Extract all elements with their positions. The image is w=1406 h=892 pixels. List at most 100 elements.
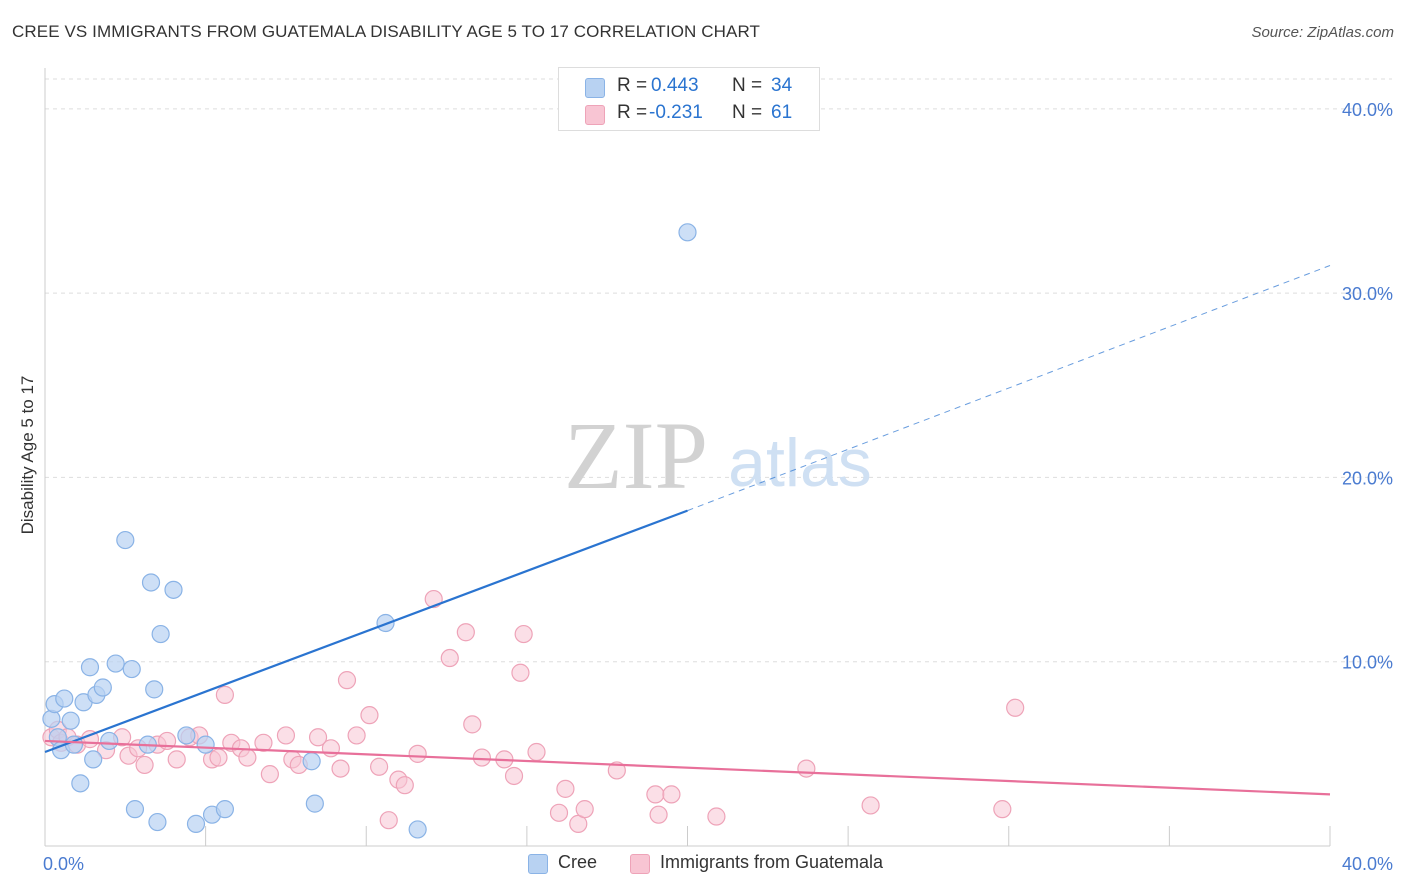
guatemala-point: [209, 748, 228, 767]
cree-point: [408, 820, 427, 839]
guatemala-point: [514, 624, 533, 644]
guatemala-point: [646, 785, 665, 804]
legend-r-value: 0.443: [651, 75, 699, 96]
guatemala-point: [337, 671, 357, 690]
cree-point: [61, 711, 80, 730]
guatemala-point: [993, 800, 1012, 819]
watermark: ZIP atlas: [564, 402, 872, 509]
guatemala-point: [527, 742, 546, 762]
guatemala-point: [276, 726, 296, 745]
guatemala-swatch: [630, 854, 650, 874]
stats-legend: R = 0.443 N = 34 R = -0.231 N = 61: [558, 67, 820, 131]
cree-point: [122, 659, 141, 679]
guatemala-point: [463, 715, 482, 734]
cree-point: [186, 814, 206, 833]
guatemala-point: [135, 755, 154, 775]
source-label: Source: ZipAtlas.com: [1251, 24, 1394, 41]
cree-point: [71, 774, 90, 793]
guatemala-point: [215, 685, 234, 704]
legend-n-value: 34: [771, 75, 793, 96]
legend-r-value: -0.231: [649, 102, 703, 123]
guatemala-point: [254, 733, 273, 752]
guatemala-point: [347, 726, 366, 745]
chart-title: CREE VS IMMIGRANTS FROM GUATEMALA DISABI…: [12, 22, 761, 41]
legend-n-label: N =: [732, 75, 763, 96]
guatemala-point: [607, 761, 626, 780]
guatemala-point: [308, 728, 328, 747]
cree-point: [42, 709, 61, 728]
legend-r-label: R =: [617, 75, 648, 96]
cree-point: [148, 812, 167, 832]
x-tick-label: 0.0%: [43, 854, 84, 874]
guatemala-point: [395, 776, 414, 795]
guatemala-point: [649, 805, 668, 824]
cree-point: [80, 658, 100, 677]
cree-swatch: [528, 854, 548, 874]
legend-n-value: 61: [771, 102, 793, 123]
guatemala-point: [511, 663, 530, 682]
guatemala-point: [360, 706, 379, 725]
watermark-atlas: atlas: [728, 425, 872, 501]
cree-point: [302, 752, 321, 771]
guatemala-point: [1006, 698, 1025, 717]
guatemala-points: [42, 589, 1025, 833]
guatemala-point: [408, 744, 427, 763]
y-tick-label: 40.0%: [1342, 100, 1393, 120]
guatemala-point: [797, 759, 816, 778]
y-tick-label: 30.0%: [1342, 284, 1393, 304]
y-tick-label: 10.0%: [1342, 653, 1393, 673]
guatemala-point: [379, 811, 398, 830]
x-tick-label: 40.0%: [1342, 854, 1393, 874]
guatemala-point: [707, 807, 726, 826]
cree-point: [84, 750, 103, 769]
cree-points: [42, 223, 697, 839]
legend-r-label: R =: [617, 102, 648, 123]
cree-point: [55, 689, 74, 708]
legend-n-label: N =: [732, 102, 763, 123]
guatemala-point: [370, 757, 389, 776]
guatemala-point: [472, 748, 491, 767]
cree-point: [106, 654, 125, 673]
legend-label-guatemala: Immigrants from Guatemala: [660, 852, 884, 872]
y-tick-label: 20.0%: [1342, 468, 1393, 488]
guatemala-point: [504, 766, 524, 786]
guatemala-point: [331, 759, 350, 778]
cree-trend-extension: [687, 265, 1331, 512]
guatemala-point: [167, 750, 186, 769]
tick-labels: 10.0% 20.0% 30.0% 40.0% 0.0% 40.0%: [43, 100, 1393, 874]
cree-point: [141, 573, 161, 592]
guatemala-point: [238, 748, 257, 767]
cree-point: [305, 794, 324, 813]
guatemala-point: [260, 765, 279, 784]
cree-point: [177, 726, 196, 745]
legend-row-cree: R = 0.443 N = 34: [559, 75, 819, 101]
cree-point: [164, 580, 183, 599]
watermark-zip: ZIP: [564, 402, 708, 509]
cree-point: [678, 223, 697, 242]
legend-row-guatemala: R = -0.231 N = 61: [559, 102, 819, 128]
guatemala-point: [662, 785, 681, 804]
cree-point: [196, 735, 215, 754]
guatemala-trend-line: [44, 739, 1331, 796]
cree-swatch: [585, 78, 605, 98]
guatemala-point: [549, 803, 569, 822]
guatemala-swatch: [585, 105, 605, 125]
legend-label-cree: Cree: [558, 852, 598, 872]
gridlines: [45, 78, 1392, 663]
guatemala-point: [440, 648, 459, 668]
cree-trend-line: [44, 509, 688, 754]
guatemala-point: [575, 800, 594, 819]
cree-point: [116, 530, 135, 550]
cree-point: [93, 678, 112, 697]
guatemala-point: [556, 779, 575, 798]
guatemala-point: [321, 739, 341, 758]
trend-lines: [44, 265, 1331, 796]
cree-point: [151, 624, 170, 644]
cree-point: [145, 680, 164, 699]
guatemala-point: [861, 796, 880, 815]
cree-point: [125, 800, 145, 819]
guatemala-point: [456, 623, 475, 642]
cree-point: [215, 800, 234, 819]
cree-point: [100, 731, 119, 751]
